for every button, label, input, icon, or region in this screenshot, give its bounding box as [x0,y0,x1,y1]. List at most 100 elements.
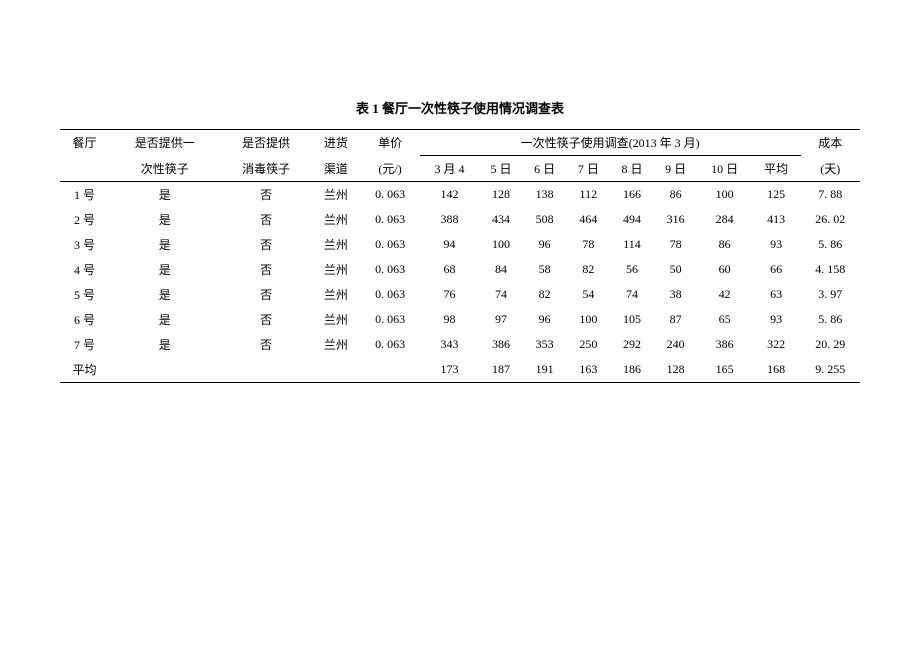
cell-disposable: 是 [109,282,221,307]
cell-d3: 508 [523,207,567,232]
cell-d5: 166 [610,182,654,208]
cell-price: 0. 063 [360,232,419,257]
cell-d4: 82 [566,257,610,282]
table-row: 1 号 是 否 兰州 0. 063 142 128 138 112 166 86… [60,182,860,208]
cell-disposable [109,357,221,383]
cell-d7: 60 [698,257,752,282]
cell-d4: 250 [566,332,610,357]
cell-source: 兰州 [311,307,360,332]
cell-d4: 78 [566,232,610,257]
cell-cost: 20. 29 [801,332,860,357]
cell-d5: 114 [610,232,654,257]
cell-d5: 105 [610,307,654,332]
cell-d6: 86 [654,182,698,208]
cell-disposable: 是 [109,207,221,232]
cell-source: 兰州 [311,232,360,257]
col-price-l2: (元/) [360,156,419,182]
table-body: 1 号 是 否 兰州 0. 063 142 128 138 112 166 86… [60,182,860,383]
cell-d2: 386 [479,332,523,357]
day-7: 10 日 [698,156,752,182]
cell-d7: 165 [698,357,752,383]
cell-d1: 142 [420,182,479,208]
header-row-2: 次性筷子 消毒筷子 渠道 (元/) 3 月 4 5 日 6 日 7 日 8 日 … [60,156,860,182]
cell-d5: 494 [610,207,654,232]
cell-cost: 3. 97 [801,282,860,307]
cell-restaurant: 6 号 [60,307,109,332]
cell-restaurant: 3 号 [60,232,109,257]
table-row: 3 号 是 否 兰州 0. 063 94 100 96 78 114 78 86… [60,232,860,257]
table-avg-row: 平均 173 187 191 163 186 128 165 168 9. 25… [60,357,860,383]
col-price-l1: 单价 [360,130,419,156]
cell-source [311,357,360,383]
cell-d1: 173 [420,357,479,383]
day-4: 7 日 [566,156,610,182]
cell-d7: 86 [698,232,752,257]
cell-d2: 128 [479,182,523,208]
cell-d4: 464 [566,207,610,232]
cell-avg: 63 [752,282,801,307]
col-sanitized-l2: 消毒筷子 [221,156,312,182]
cell-restaurant: 1 号 [60,182,109,208]
cell-sanitized: 否 [221,282,312,307]
day-1: 3 月 4 [420,156,479,182]
cell-sanitized: 否 [221,232,312,257]
cell-sanitized: 否 [221,257,312,282]
cell-d2: 187 [479,357,523,383]
cell-source: 兰州 [311,332,360,357]
cell-d4: 100 [566,307,610,332]
col-sanitized-l1: 是否提供 [221,130,312,156]
cell-d2: 84 [479,257,523,282]
cell-cost: 7. 88 [801,182,860,208]
cell-d5: 292 [610,332,654,357]
cell-d3: 191 [523,357,567,383]
cell-d2: 434 [479,207,523,232]
cell-price: 0. 063 [360,207,419,232]
cell-d3: 353 [523,332,567,357]
cell-d1: 76 [420,282,479,307]
table-row: 5 号 是 否 兰州 0. 063 76 74 82 54 74 38 42 6… [60,282,860,307]
cell-avg: 168 [752,357,801,383]
cell-disposable: 是 [109,332,221,357]
day-avg: 平均 [752,156,801,182]
cell-d1: 343 [420,332,479,357]
col-source-l1: 进货 [311,130,360,156]
cell-d7: 65 [698,307,752,332]
cell-d4: 54 [566,282,610,307]
cell-d1: 68 [420,257,479,282]
cell-sanitized: 否 [221,182,312,208]
header-row-1: 餐厅 是否提供一 是否提供 进货 单价 一次性筷子使用调查(2013 年 3 月… [60,130,860,156]
cell-d6: 128 [654,357,698,383]
cell-d7: 284 [698,207,752,232]
col-disposable-l1: 是否提供一 [109,130,221,156]
cell-d1: 98 [420,307,479,332]
cell-disposable: 是 [109,257,221,282]
table-row: 2 号 是 否 兰州 0. 063 388 434 508 464 494 31… [60,207,860,232]
cell-d6: 240 [654,332,698,357]
cell-cost: 26. 02 [801,207,860,232]
table-row: 4 号 是 否 兰州 0. 063 68 84 58 82 56 50 60 6… [60,257,860,282]
cell-sanitized: 否 [221,207,312,232]
col-source-l2: 渠道 [311,156,360,182]
cell-d1: 388 [420,207,479,232]
cell-avg: 93 [752,232,801,257]
day-3: 6 日 [523,156,567,182]
cell-price: 0. 063 [360,257,419,282]
cell-avg: 413 [752,207,801,232]
cell-price: 0. 063 [360,332,419,357]
cell-d5: 186 [610,357,654,383]
cell-avg: 93 [752,307,801,332]
cell-d6: 38 [654,282,698,307]
cell-avg: 66 [752,257,801,282]
cell-price: 0. 063 [360,182,419,208]
cell-cost: 5. 86 [801,232,860,257]
col-restaurant: 餐厅 [60,130,109,156]
cell-d4: 163 [566,357,610,383]
cell-d6: 50 [654,257,698,282]
cell-price [360,357,419,383]
cell-restaurant: 平均 [60,357,109,383]
cell-restaurant: 4 号 [60,257,109,282]
cell-disposable: 是 [109,307,221,332]
cell-cost: 9. 255 [801,357,860,383]
day-2: 5 日 [479,156,523,182]
cell-d3: 138 [523,182,567,208]
